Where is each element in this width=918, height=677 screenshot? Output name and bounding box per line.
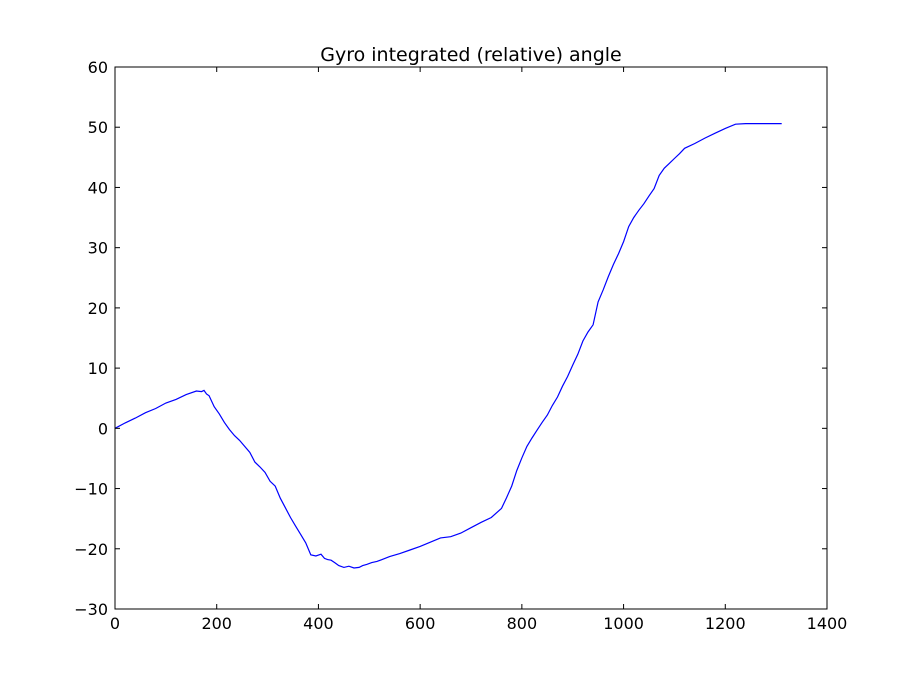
x-tick-label: 400 xyxy=(303,614,334,633)
series-line-0 xyxy=(114,123,782,569)
y-tick-label: 30 xyxy=(88,239,108,258)
chart-title: Gyro integrated (relative) angle xyxy=(320,44,622,66)
y-tick-label: 40 xyxy=(88,178,108,197)
y-tick-label: −10 xyxy=(74,480,108,499)
x-tick-label: 800 xyxy=(507,614,538,633)
y-tick-label: 0 xyxy=(98,419,108,438)
y-tick-label: 10 xyxy=(88,359,108,378)
x-tick-label: 1000 xyxy=(603,614,644,633)
axis-ticks: 0 200 400 600 800 1000 1200 1400 −30 −20 −10 0 10 20 3… xyxy=(74,58,847,633)
plot-area xyxy=(114,123,782,569)
y-tick-label: 60 xyxy=(88,58,108,77)
y-tick-label: 50 xyxy=(88,118,108,137)
y-tick-label: 20 xyxy=(88,299,108,318)
x-tick-label: 200 xyxy=(201,614,232,633)
y-tick-label: −30 xyxy=(74,600,108,619)
y-tick-label: −20 xyxy=(74,540,108,559)
x-tick-label: 0 xyxy=(110,614,120,633)
x-tick-label: 600 xyxy=(405,614,436,633)
x-tick-label: 1200 xyxy=(705,614,746,633)
x-tick-label: 1400 xyxy=(807,614,848,633)
plot-frame xyxy=(114,66,828,610)
